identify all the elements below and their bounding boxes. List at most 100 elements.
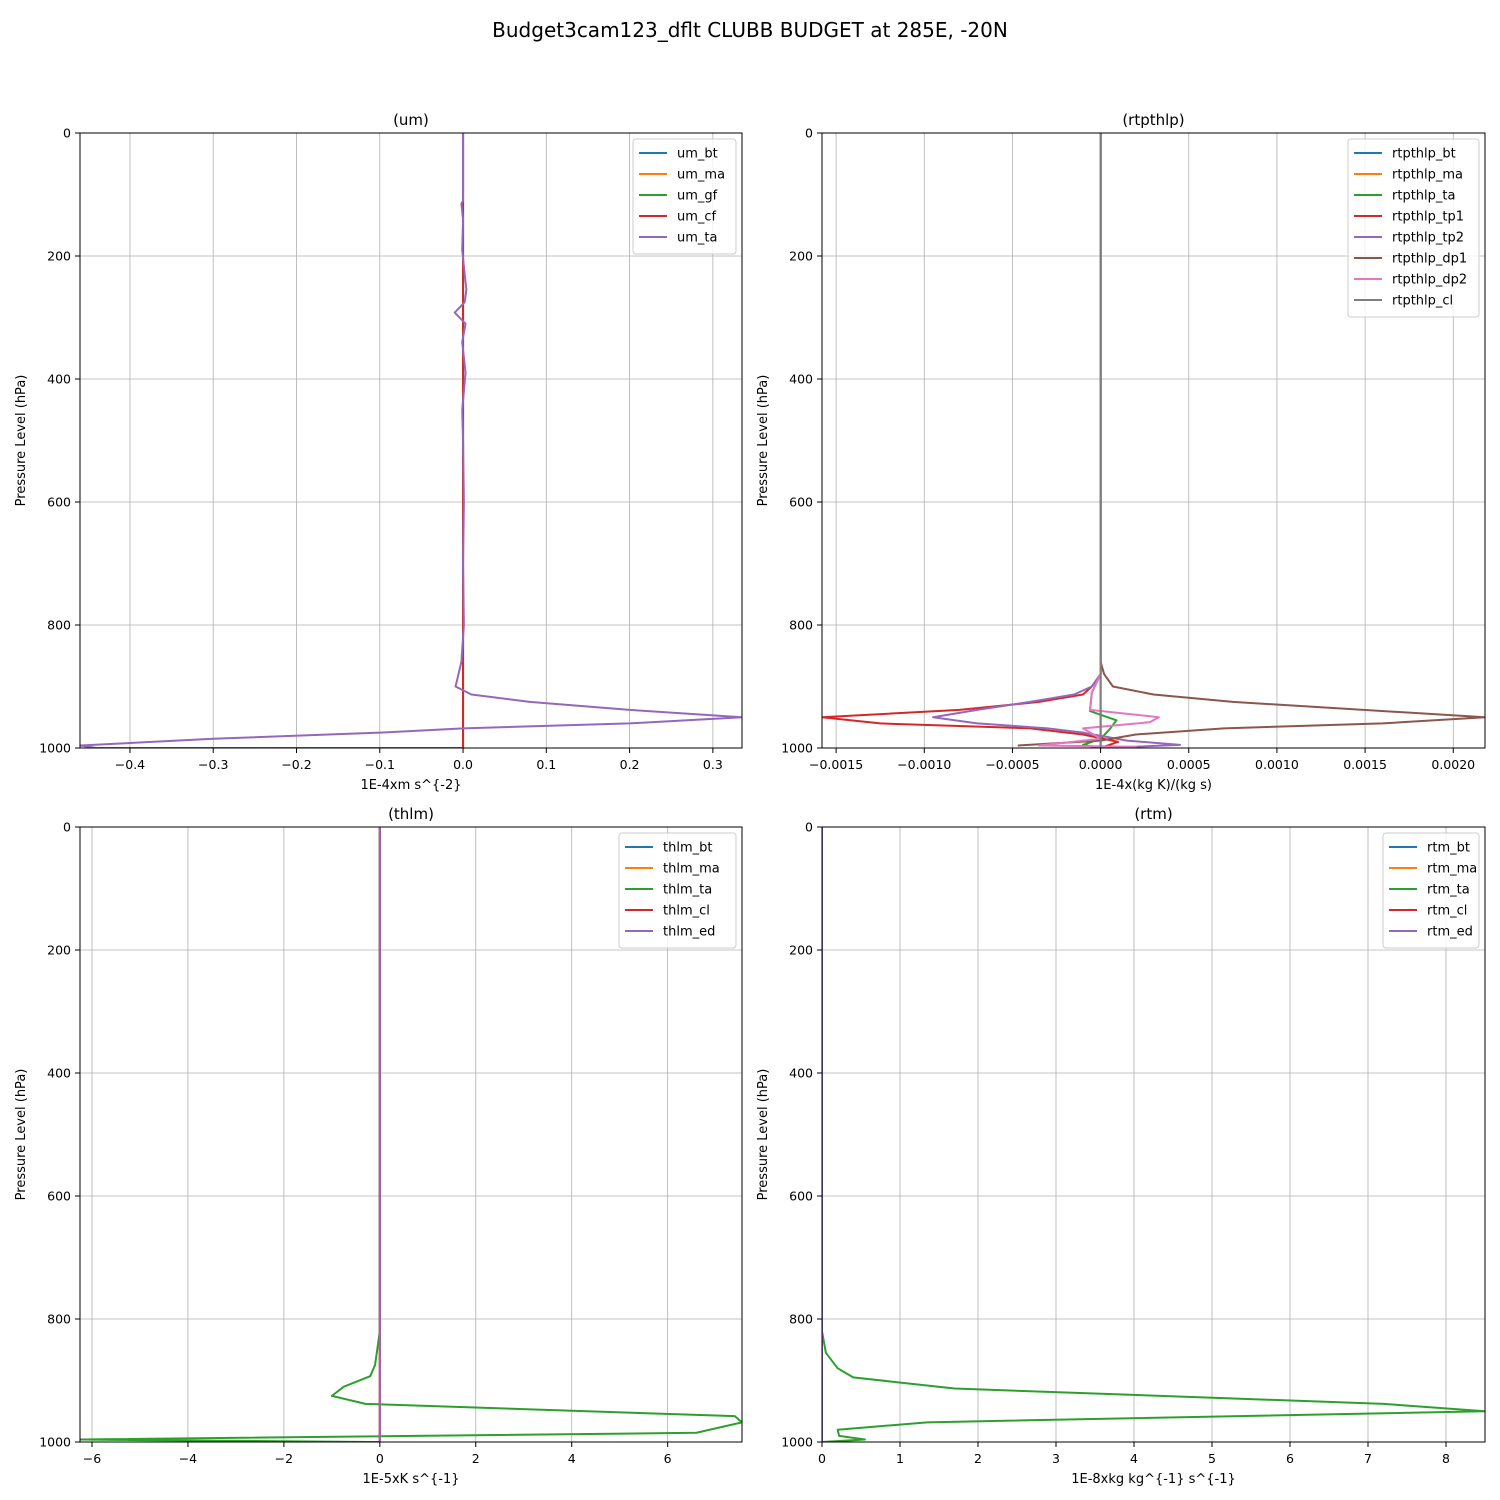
series-group bbox=[80, 827, 742, 1442]
legend: thlm_bt thlm_ma thlm_ta thlm_cl thlm_ed bbox=[618, 832, 737, 949]
x-tick-label: 0.0 bbox=[453, 757, 473, 772]
x-tick-label: 3 bbox=[1052, 1451, 1060, 1466]
y-tick-label: 0 bbox=[805, 126, 813, 141]
y-tick-label: 400 bbox=[47, 372, 71, 387]
panel-title: (rtm) bbox=[1134, 805, 1172, 823]
legend-label: thlm_cl bbox=[663, 904, 710, 919]
axes-frame bbox=[821, 132, 1486, 749]
legend-label: rtpthlp_tp2 bbox=[1392, 231, 1464, 246]
legend-label: rtpthlp_ma bbox=[1392, 168, 1463, 183]
x-tick-label: 4 bbox=[1130, 1451, 1138, 1466]
y-tick-label: 0 bbox=[805, 820, 813, 835]
x-tick-label: −0.2 bbox=[281, 757, 311, 772]
x-tick-label: 6 bbox=[1286, 1451, 1294, 1466]
x-tick-label: 4 bbox=[568, 1451, 576, 1466]
panel-title: (rtpthlp) bbox=[1122, 111, 1184, 129]
legend: um_bt um_ma um_gf um_cf um_ta bbox=[632, 138, 737, 255]
plot-panel-3: 0 1 2 3 4 5 6 7 8 0 200 400 600 800 1000 (rtm) 1E-8xkg k… bbox=[756, 805, 1486, 1487]
y-tick-label: 600 bbox=[789, 1189, 813, 1204]
x-tick-label: 1 bbox=[896, 1451, 904, 1466]
x-axis-label: 1E-4x(kg K)/(kg s) bbox=[1095, 778, 1212, 793]
legend-label: rtm_ed bbox=[1427, 925, 1473, 940]
y-tick-label: 800 bbox=[47, 618, 71, 633]
legend-label: thlm_ta bbox=[663, 883, 712, 898]
x-tick-label: −0.0005 bbox=[985, 757, 1039, 772]
legend-box bbox=[632, 138, 737, 255]
series-line-rtpthlp_dp1 bbox=[1017, 133, 1485, 747]
legend-label: rtpthlp_bt bbox=[1392, 147, 1456, 162]
series-line-rtpthlp_dp2 bbox=[1037, 133, 1160, 748]
x-tick-label: 0.0000 bbox=[1079, 757, 1123, 772]
panel-title: (um) bbox=[393, 111, 429, 129]
legend-label: rtpthlp_cl bbox=[1392, 294, 1453, 309]
x-tick-label: 0 bbox=[818, 1451, 826, 1466]
y-tick-label: 600 bbox=[789, 495, 813, 510]
y-tick-label: 400 bbox=[47, 1066, 71, 1081]
x-tick-label: 0.0020 bbox=[1431, 757, 1475, 772]
x-tick-label: 0.3 bbox=[703, 757, 723, 772]
legend-label: rtpthlp_dp2 bbox=[1392, 273, 1467, 288]
x-axis-label: 1E-8xkg kg^{-1} s^{-1} bbox=[1071, 1472, 1236, 1487]
y-tick-label: 200 bbox=[47, 943, 71, 958]
x-tick-label: 2 bbox=[974, 1451, 982, 1466]
x-tick-label: 8 bbox=[1442, 1451, 1450, 1466]
legend-label: rtm_ma bbox=[1427, 862, 1477, 877]
legend-label: rtm_bt bbox=[1427, 841, 1470, 856]
panels: −0.4 −0.3 −0.2 −0.1 0.0 0.1 0.2 0.3020040060080… bbox=[14, 111, 1486, 1487]
y-tick-label: 800 bbox=[789, 618, 813, 633]
x-axis-label: 1E-4xm s^{-2} bbox=[360, 778, 461, 793]
y-tick-label: 400 bbox=[789, 1066, 813, 1081]
series-group bbox=[822, 827, 1485, 1442]
y-tick-label: 0 bbox=[63, 126, 71, 141]
y-tick-label: 600 bbox=[47, 1189, 71, 1204]
x-tick-label: 7 bbox=[1364, 1451, 1372, 1466]
y-tick-label: 400 bbox=[789, 372, 813, 387]
panel-title: (thlm) bbox=[388, 805, 434, 823]
y-tick-label: 600 bbox=[47, 495, 71, 510]
x-tick-label: 0.0010 bbox=[1255, 757, 1299, 772]
plot-panel-2: −6 −4 −2 0 2 4 6 0 200 400 600 800 1000 (thlm) 1E-5xK … bbox=[14, 805, 743, 1487]
x-tick-label: −6 bbox=[83, 1451, 101, 1466]
x-tick-label: 0 bbox=[376, 1451, 384, 1466]
legend-label: rtpthlp_tp1 bbox=[1392, 210, 1464, 225]
x-tick-label: 0.0015 bbox=[1343, 757, 1387, 772]
x-tick-label: −0.4 bbox=[115, 757, 145, 772]
x-tick-label: −0.0015 bbox=[809, 757, 863, 772]
legend-label: thlm_bt bbox=[663, 841, 712, 856]
x-tick-label: −0.3 bbox=[198, 757, 228, 772]
legend-box bbox=[618, 832, 737, 949]
axes-frame bbox=[79, 132, 743, 749]
legend: rtm_bt rtm_ma rtm_ta rtm_cl rtm_ed bbox=[1382, 832, 1480, 949]
y-tick-label: 1000 bbox=[39, 741, 71, 756]
legend-label: um_cf bbox=[677, 210, 717, 225]
legend-label: thlm_ed bbox=[663, 925, 715, 940]
series-group bbox=[80, 133, 742, 748]
axes-frame bbox=[821, 826, 1486, 1443]
x-tick-label: 2 bbox=[472, 1451, 480, 1466]
y-axis-label: Pressure Level (hPa) bbox=[14, 1069, 29, 1201]
plot-panel-0: −0.4 −0.3 −0.2 −0.1 0.0 0.1 0.2 0.3 0 200 400 600 80… bbox=[14, 111, 743, 793]
x-tick-label: −4 bbox=[179, 1451, 197, 1466]
x-tick-label: −2 bbox=[275, 1451, 293, 1466]
y-tick-label: 1000 bbox=[781, 741, 813, 756]
y-axis-label: Pressure Level (hPa) bbox=[14, 375, 29, 507]
x-tick-label: −0.1 bbox=[365, 757, 395, 772]
legend-label: um_ta bbox=[677, 231, 717, 246]
legend: rtpthlp_bt rtpthlp_ma rtpthlp_ta rtpthlp_tp… bbox=[1347, 138, 1480, 318]
x-tick-label: 0.1 bbox=[536, 757, 556, 772]
y-tick-label: 1000 bbox=[39, 1435, 71, 1450]
y-tick-label: 800 bbox=[789, 1312, 813, 1327]
y-tick-label: 200 bbox=[789, 249, 813, 264]
legend-label: rtm_cl bbox=[1427, 904, 1467, 919]
legend-label: rtm_ta bbox=[1427, 883, 1470, 898]
series-group bbox=[822, 133, 1485, 748]
axes-frame bbox=[79, 826, 743, 1443]
y-tick-label: 200 bbox=[47, 249, 71, 264]
plot-panel-1: −0.0015 −0.0010 −0.0005 0.0000 0.0005 0.0010 0… bbox=[756, 111, 1486, 793]
legend-label: um_bt bbox=[677, 147, 718, 162]
y-axis-label: Pressure Level (hPa) bbox=[756, 375, 771, 507]
x-tick-label: 5 bbox=[1208, 1451, 1216, 1466]
figure-title: Budget3cam123_dflt CLUBB BUDGET at 285E,… bbox=[492, 18, 1008, 42]
